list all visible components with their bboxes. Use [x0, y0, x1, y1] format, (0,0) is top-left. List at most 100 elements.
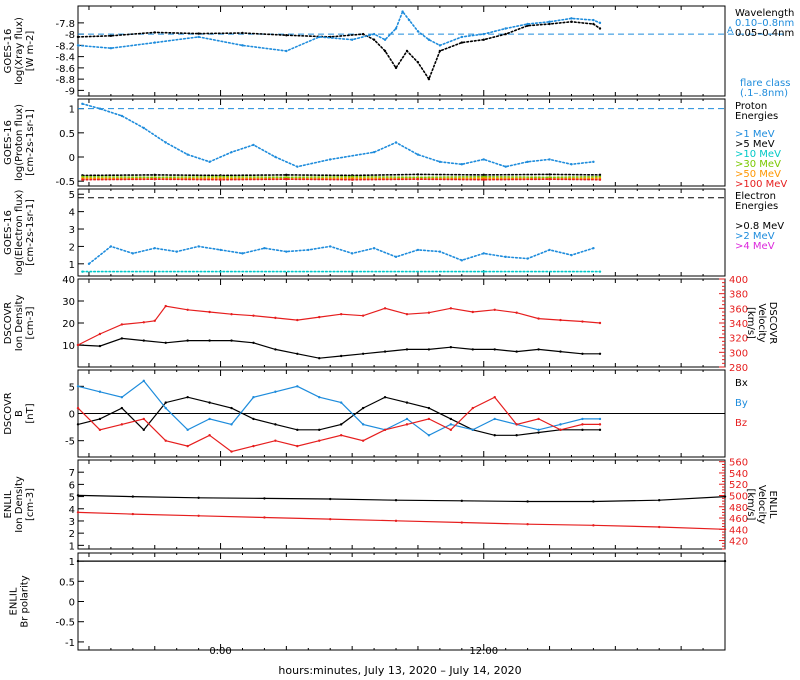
data-point [427, 38, 431, 41]
data-point [296, 318, 299, 322]
data-point [296, 444, 299, 448]
data-point [361, 352, 365, 355]
y-tick-label: 0 [69, 598, 75, 609]
data-point [252, 341, 255, 344]
data-point [592, 500, 595, 503]
data-point [482, 32, 485, 36]
data-point [592, 22, 595, 26]
y-tick-label: 0.5 [59, 129, 75, 140]
legend-entry: >1 MeV [735, 129, 775, 140]
data-point [120, 395, 124, 399]
data-point [186, 339, 189, 342]
series-line [81, 175, 601, 179]
data-point [318, 428, 321, 432]
data-point [592, 160, 595, 164]
right-y-tick-label: 320 [729, 334, 748, 345]
y-tick-label: -8 [65, 30, 75, 41]
data-point [598, 352, 602, 355]
data-point [339, 354, 343, 358]
data-point [241, 31, 244, 35]
data-point [350, 178, 354, 181]
data-point [219, 178, 222, 181]
y-axis-label-line: B [14, 410, 25, 417]
legend-entry: Bz [735, 418, 747, 429]
data-point [87, 262, 91, 266]
data-point [197, 245, 200, 248]
y-axis-label-line: log(Electron flux) [14, 190, 25, 276]
y-axis-label: GOES-16log(Xray flux)[W m-2] [3, 17, 36, 85]
data-point [81, 270, 84, 273]
data-point [153, 41, 156, 44]
data-point [504, 27, 507, 30]
data-point [76, 385, 80, 388]
data-point [318, 395, 321, 399]
data-point [197, 514, 200, 517]
y-tick-label: -0.5 [55, 177, 75, 188]
data-point [559, 423, 562, 426]
panel-dscovr-b: -5 0 5 DSCOVRB[nT] Bx By Bz [3, 369, 748, 458]
legend-entry: >0.8 MeV [735, 221, 784, 232]
data-point [318, 439, 321, 442]
data-point [339, 423, 343, 426]
data-point [416, 153, 420, 156]
data-point [263, 497, 266, 500]
right-y-axis-label-line: Velocity [756, 303, 767, 342]
data-point [361, 32, 365, 36]
y-tick-label: -8.4 [55, 53, 75, 64]
data-point [515, 423, 518, 426]
data-point [339, 434, 343, 437]
y-axis-label-line: log(Proton flux) [14, 104, 25, 181]
legend-title: Electron [735, 191, 776, 202]
y-tick-label: 7 [69, 468, 75, 479]
legend-entry: 0.05–0.4nm [735, 28, 794, 39]
reference-line-label: A [727, 26, 734, 36]
series-line [81, 173, 601, 177]
y-tick-label: 5 [69, 493, 75, 504]
data-point [548, 20, 551, 23]
data-point [142, 379, 145, 383]
data-point [285, 49, 288, 53]
data-point [405, 348, 409, 351]
y-tick-label: 10 [62, 341, 75, 352]
data-point [329, 517, 332, 521]
data-point [482, 158, 485, 161]
data-point [350, 252, 354, 255]
data-point [598, 423, 602, 426]
data-point [98, 428, 102, 432]
legend-title: Energies [735, 201, 778, 212]
data-point [581, 428, 584, 432]
data-point [274, 423, 277, 426]
data-point [219, 248, 222, 252]
data-point [405, 417, 409, 421]
data-point [252, 314, 255, 317]
data-point [438, 49, 442, 53]
data-point [460, 163, 464, 166]
y-tick-label: -8.6 [55, 64, 75, 75]
data-point [598, 21, 602, 25]
data-point [81, 102, 84, 106]
data-point [482, 270, 485, 273]
data-point [131, 495, 135, 498]
data-point [252, 395, 255, 399]
data-point [592, 18, 595, 22]
panel-frame [77, 5, 726, 97]
data-point [460, 521, 464, 524]
data-point [230, 150, 233, 154]
data-point [438, 250, 442, 253]
right-y-tick-label: 540 [729, 469, 748, 480]
data-point [350, 270, 354, 273]
data-point [394, 27, 398, 30]
series-line [77, 511, 726, 530]
y-tick-label: 6 [69, 480, 75, 491]
data-point [548, 173, 551, 176]
data-point [493, 395, 496, 399]
panel-frame [77, 552, 726, 651]
y-axis-label-line: [cm-2s-1sr-1] [25, 199, 36, 266]
data-point [76, 494, 80, 497]
data-point [361, 439, 365, 442]
data-point [153, 173, 156, 177]
data-point [186, 428, 189, 432]
data-point [592, 246, 595, 250]
data-point [186, 308, 189, 311]
y-tick-label: 4 [69, 208, 75, 219]
